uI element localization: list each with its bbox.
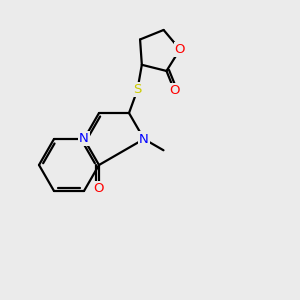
Text: N: N [79, 132, 89, 145]
Text: N: N [139, 133, 149, 146]
Text: S: S [133, 83, 142, 96]
Text: O: O [94, 182, 104, 196]
Text: O: O [169, 85, 180, 98]
Text: O: O [175, 43, 185, 56]
